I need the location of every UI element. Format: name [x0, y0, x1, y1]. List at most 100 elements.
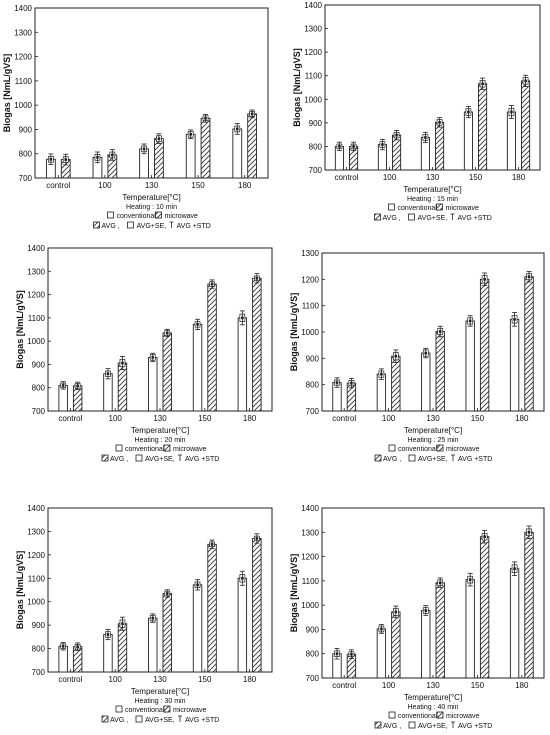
y-tick-label: 700	[19, 174, 33, 183]
mean-marker	[76, 384, 79, 388]
legend-se: AVG+SE,	[418, 723, 448, 730]
x-tick-label: 100	[109, 675, 123, 684]
y-axis-label: Biogas [NmL/gVS]	[289, 293, 299, 372]
x-tick-label: 100	[382, 681, 396, 690]
y-axis-label: Biogas [NmL/gVS]	[15, 290, 25, 369]
plot-frame	[321, 507, 545, 679]
y-tick-label: 1100	[302, 302, 320, 311]
y-tick-label: 1100	[28, 574, 46, 583]
mean-marker	[255, 537, 259, 540]
bar-conventional	[237, 577, 248, 673]
mean-marker	[438, 330, 442, 333]
legend-avg: AVG ,	[110, 456, 128, 463]
legend-std: AVG +STD	[458, 456, 492, 463]
bar-microwave	[162, 332, 172, 412]
x-tick-label: 180	[243, 675, 257, 684]
y-tick-label: 1100	[28, 314, 46, 323]
legend-swatch-se	[408, 721, 416, 729]
x-tick-label: 100	[98, 181, 112, 190]
x-tick-label: 150	[469, 173, 483, 182]
legend-se: AVG+SE,	[145, 456, 175, 463]
y-tick-label: 1000	[27, 598, 45, 607]
y-tick-label: 800	[32, 384, 46, 393]
y-tick-label: 800	[19, 150, 33, 159]
mean-marker	[527, 530, 531, 534]
legend-swatch-conventional	[388, 711, 396, 719]
legend-swatch-se	[127, 221, 134, 229]
legend-avg: AVG ,	[383, 723, 401, 730]
legend-swatch-avg	[374, 213, 381, 221]
bar-microwave	[252, 538, 262, 673]
y-tick-label: 1300	[301, 249, 319, 258]
bar-microwave	[478, 83, 488, 171]
legend-swatch-conventional	[388, 203, 395, 211]
y-tick-label: 1000	[304, 95, 322, 104]
x-tick-label: 130	[145, 181, 159, 190]
mean-marker	[483, 535, 486, 538]
legend-conventional: conventional,	[398, 446, 439, 453]
bar-microwave	[117, 623, 128, 673]
y-tick-label: 1000	[27, 337, 45, 346]
mean-marker	[61, 644, 65, 648]
chart-panel-5: 700 800 900 1000 1100 1200 1300 1400 Biogas [NmL…	[15, 504, 273, 724]
y-tick-label: 1300	[27, 267, 45, 276]
bar-microwave	[435, 121, 445, 171]
x-tick-label: 150	[198, 414, 212, 423]
mean-marker	[527, 275, 531, 278]
legend-swatch-conventional	[388, 444, 396, 452]
y-tick-label: 1200	[301, 275, 319, 284]
y-tick-label: 700	[306, 674, 320, 683]
mean-marker	[350, 381, 353, 385]
y-tick-label: 900	[32, 621, 46, 630]
bar-conventional	[509, 318, 520, 412]
heating-label: Heating : 10 min	[126, 204, 177, 211]
mean-marker	[335, 652, 339, 656]
legend-swatch-microwave	[163, 705, 171, 713]
mean-marker	[524, 79, 527, 83]
bar-conventional	[376, 628, 387, 679]
y-tick-label: 800	[309, 142, 323, 151]
x-tick-label: 130	[426, 173, 440, 182]
legend-std: AVG +STD	[185, 456, 219, 463]
mean-marker	[255, 276, 259, 280]
y-tick-label: 1200	[14, 53, 32, 62]
legend-conventional: conventional,	[125, 446, 166, 453]
y-tick-label: 1200	[27, 291, 45, 300]
bar-conventional	[148, 356, 158, 412]
mean-marker	[380, 627, 383, 631]
plot-frame	[34, 7, 269, 179]
legend-microwave: microwave	[446, 713, 480, 720]
legend-microwave: microwave	[446, 446, 480, 453]
x-tick-label: control	[58, 675, 82, 684]
legend-conventional: conventional,	[125, 707, 166, 714]
mean-marker	[196, 323, 199, 326]
heating-label: Heating : 15 min	[407, 196, 458, 203]
y-tick-label: 1000	[14, 101, 32, 110]
legend-std: AVG +STD	[185, 717, 219, 724]
mean-marker	[61, 384, 65, 387]
bar-microwave	[391, 355, 401, 412]
mean-marker	[142, 147, 146, 151]
y-tick-label: 1200	[27, 551, 45, 560]
bar-conventional	[192, 323, 203, 412]
bar-conventional	[185, 133, 196, 179]
x-tick-label: control	[58, 414, 82, 423]
x-tick-label: 180	[515, 681, 529, 690]
legend-swatch-microwave	[436, 444, 444, 452]
legend-swatch-avg	[101, 715, 109, 723]
legend-se: AVG+SE,	[418, 456, 448, 463]
mean-marker	[395, 133, 398, 137]
mean-marker	[510, 110, 513, 114]
y-tick-label: 1400	[304, 1, 322, 10]
legend-conventional: conventional,	[117, 213, 158, 220]
mean-marker	[121, 622, 124, 626]
x-tick-label: 150	[198, 675, 212, 684]
mean-marker	[513, 318, 516, 321]
mean-marker	[381, 143, 384, 146]
mean-marker	[467, 110, 470, 114]
y-tick-label: 1200	[301, 553, 319, 562]
legend-se: AVG+SE,	[137, 223, 167, 230]
legend-conventional: conventional,	[398, 205, 439, 212]
legend-microwave: microwave	[173, 446, 207, 453]
